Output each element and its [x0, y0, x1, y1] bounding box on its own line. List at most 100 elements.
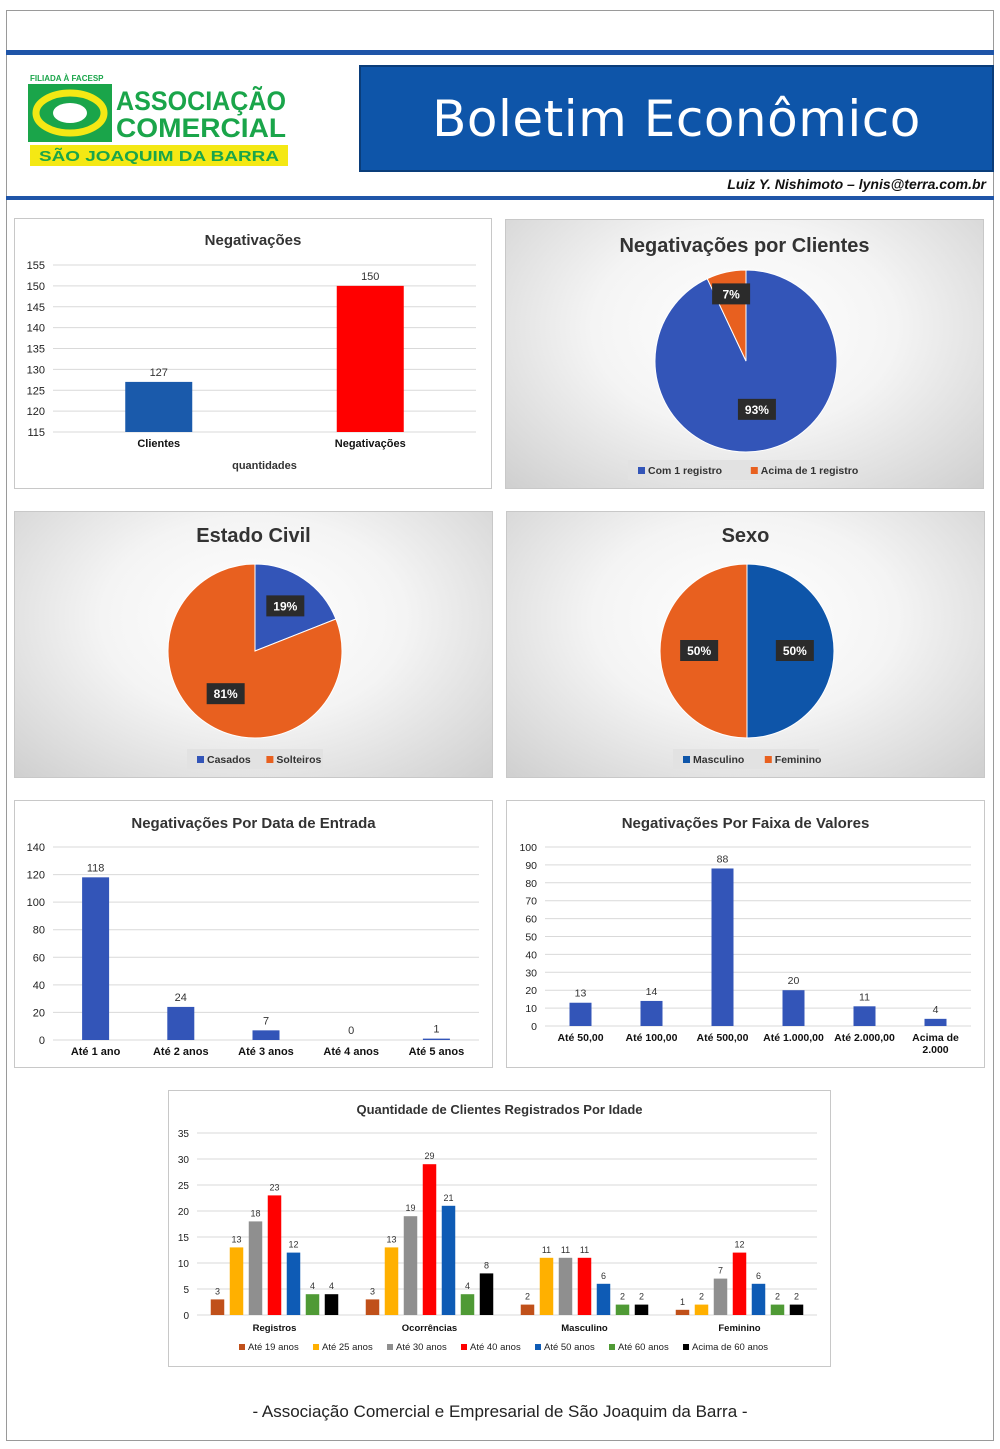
bar	[520, 1304, 535, 1315]
logo-emblem-ring	[32, 89, 108, 137]
bar	[713, 1278, 728, 1315]
y-tick-label: 145	[27, 302, 45, 314]
data-label: 118	[87, 862, 105, 874]
data-label: 1	[680, 1297, 685, 1307]
legend-swatch	[683, 1344, 689, 1350]
x-tick-label: Até 3 anos	[238, 1046, 294, 1058]
x-tick-label: Ocorrências	[402, 1323, 457, 1334]
bar	[384, 1247, 399, 1315]
y-tick-label: 0	[39, 1035, 45, 1047]
legend-label: Solteiros	[276, 754, 321, 766]
data-label: 2	[794, 1292, 799, 1302]
bar	[558, 1257, 573, 1315]
x-tick-label: Negativações	[335, 438, 406, 450]
y-tick-label: 30	[178, 1155, 190, 1166]
data-label-box	[266, 595, 305, 617]
data-label: 150	[361, 271, 379, 283]
data-label: 29	[424, 1151, 434, 1161]
chart-title: Quantidade de Clientes Registrados Por I…	[356, 1102, 643, 1117]
legend-swatch	[609, 1344, 615, 1350]
legend-swatch	[197, 756, 204, 763]
data-label: 3	[370, 1286, 375, 1296]
data-label: 13	[231, 1234, 241, 1244]
data-label: 6	[756, 1271, 761, 1281]
data-label: 81%	[214, 687, 238, 701]
y-tick-label: 10	[525, 1003, 537, 1015]
bar	[675, 1309, 690, 1315]
legend-label: Masculino	[693, 754, 744, 766]
bar	[125, 381, 193, 432]
legend-swatch	[750, 467, 758, 474]
data-label: 2	[775, 1292, 780, 1302]
data-label-box	[206, 683, 245, 705]
logo-line2: COMERCIAL	[116, 113, 286, 143]
y-tick-label: 100	[27, 897, 45, 909]
data-label: 14	[646, 986, 658, 998]
bar	[167, 1006, 195, 1040]
legend-label: Até 50 anos	[544, 1342, 595, 1353]
data-label: 8	[484, 1260, 489, 1270]
y-tick-label: 10	[178, 1259, 190, 1270]
data-label-box	[680, 640, 719, 661]
chart-title: Negativações	[204, 232, 302, 249]
y-tick-label: 30	[525, 967, 537, 979]
page-frame	[6, 10, 994, 1441]
data-label: 127	[150, 367, 168, 379]
bar	[634, 1304, 649, 1315]
y-tick-label: 80	[33, 925, 45, 937]
chart-sexo: 50% 50% Masculino Feminino	[659, 563, 835, 769]
y-tick-label: 120	[27, 406, 45, 418]
bar	[252, 1030, 280, 1040]
data-label: 11	[580, 1245, 589, 1255]
data-label-box	[775, 640, 814, 661]
legend-swatch	[638, 467, 645, 474]
chart-title: Negativações por Clientes	[619, 235, 870, 257]
data-label: 19%	[273, 599, 297, 613]
y-tick-label: 155	[27, 260, 45, 272]
x-tick-label: Até 1.000,00	[763, 1032, 824, 1044]
bar	[286, 1252, 301, 1315]
x-axis-label: quantidades	[232, 460, 297, 472]
chart-panel-data-entrada: Negativações Por Data de Entrada 0 20 40 60…	[14, 800, 493, 1068]
legend-swatch	[266, 756, 274, 763]
y-tick-label: 100	[519, 842, 537, 854]
data-label: 4	[933, 1004, 939, 1016]
association-logo: FILIADA À FACESP ASSOCIAÇÃO COMERCIAL SÃ…	[28, 74, 288, 166]
header-rule	[6, 196, 994, 200]
chart-panel-sexo: Sexo 50% 50% Masculino Feminino	[506, 511, 985, 778]
legend-label: Até 19 anos	[248, 1342, 299, 1353]
data-label: 7	[718, 1266, 723, 1276]
logo-emblem-center	[53, 103, 87, 123]
legend-swatch	[387, 1344, 393, 1350]
bar	[441, 1205, 456, 1315]
y-tick-label: 25	[178, 1181, 190, 1192]
bar	[539, 1257, 554, 1315]
bar	[853, 1006, 876, 1026]
x-tick-label: 2.000	[922, 1044, 948, 1056]
x-tick-label: Até 500,00	[697, 1032, 749, 1044]
data-label: 24	[175, 992, 187, 1004]
chart-title: Sexo	[721, 525, 770, 547]
legend-label: Até 30 anos	[396, 1342, 447, 1353]
logo-line1: ASSOCIAÇÃO	[116, 85, 286, 116]
y-tick-label: 120	[27, 870, 45, 882]
y-tick-label: 20	[33, 1007, 45, 1019]
x-tick-label: Até 1 ano	[71, 1046, 121, 1058]
data-label: 7%	[722, 287, 740, 301]
bar	[422, 1038, 450, 1040]
data-label: 12	[288, 1240, 298, 1250]
bar	[596, 1283, 611, 1315]
author-credit: Luiz Y. Nishimoto – lynis@terra.com.br	[727, 176, 986, 192]
data-label: 4	[310, 1281, 315, 1291]
bar	[789, 1304, 804, 1315]
y-tick-label: 0	[531, 1021, 537, 1033]
data-label: 4	[329, 1281, 334, 1291]
x-tick-label: Clientes	[137, 438, 180, 450]
x-tick-label: Até 100,00	[626, 1032, 678, 1044]
bar	[248, 1221, 263, 1315]
chart-panel-negativacoes: Negativações 115 120 125 130 135 140 145 150 155…	[14, 218, 492, 489]
legend-label: Até 40 anos	[470, 1342, 521, 1353]
legend-label: Com 1 registro	[648, 465, 722, 477]
chart-title: Estado Civil	[196, 525, 311, 547]
bar	[640, 1000, 663, 1026]
